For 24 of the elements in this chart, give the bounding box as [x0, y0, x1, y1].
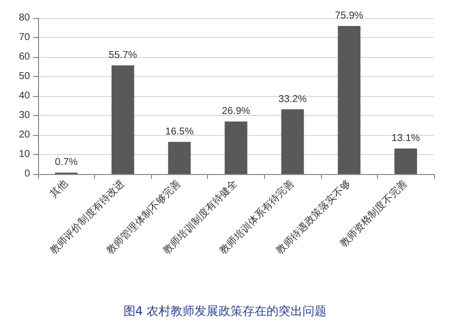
- bar: [281, 109, 304, 174]
- data-label: 16.5%: [165, 126, 194, 138]
- y-tick-label: 40: [18, 90, 30, 102]
- data-label: 0.7%: [54, 157, 78, 168]
- data-label: 33.2%: [278, 94, 307, 105]
- y-tick-label: 20: [18, 130, 30, 140]
- y-tick-label: 30: [18, 110, 30, 121]
- data-label: 13.1%: [392, 132, 420, 144]
- x-tick-label: 其他: [48, 177, 70, 200]
- data-label: 26.9%: [222, 106, 250, 118]
- bar: [224, 122, 248, 174]
- y-tick-label: 50: [18, 71, 30, 82]
- data-label: 75.9%: [334, 10, 364, 22]
- y-tick-label: 70: [18, 32, 30, 43]
- y-tick-label: 80: [18, 12, 30, 24]
- bar: [112, 65, 134, 174]
- bar: [338, 26, 360, 174]
- bar: [394, 148, 418, 174]
- data-label: 55.7%: [108, 50, 138, 61]
- y-tick-label: 10: [18, 149, 30, 160]
- text: 图4 农村教师发展政策存在的突出问题: [123, 304, 327, 318]
- bar: [168, 142, 191, 174]
- y-tick-label: 0: [24, 168, 30, 180]
- y-tick-label: 60: [18, 52, 30, 62]
